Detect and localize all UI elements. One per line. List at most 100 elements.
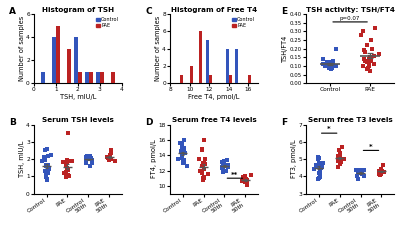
Bar — [56, 26, 60, 83]
Point — [336, 148, 342, 152]
Point — [200, 177, 206, 181]
Point — [105, 156, 112, 160]
Point — [44, 166, 51, 169]
Y-axis label: TSH/FT4: TSH/FT4 — [282, 35, 288, 62]
Point — [199, 172, 206, 175]
Point — [376, 172, 382, 176]
Point — [182, 152, 189, 155]
Point — [83, 157, 89, 161]
Point — [45, 164, 52, 167]
Point — [316, 161, 322, 165]
Point — [201, 175, 207, 179]
Text: F: F — [282, 118, 288, 127]
Point — [326, 64, 332, 68]
Bar — [100, 72, 104, 83]
Point — [355, 177, 362, 181]
Point — [201, 167, 208, 170]
Bar — [229, 75, 232, 83]
Point — [364, 61, 370, 64]
Point — [42, 169, 49, 173]
Point — [46, 167, 52, 171]
Title: Histogram of Free T4: Histogram of Free T4 — [171, 7, 257, 13]
Point — [64, 173, 71, 177]
Point — [380, 170, 387, 173]
Y-axis label: TSH, mIU/L: TSH, mIU/L — [19, 141, 25, 177]
Point — [353, 168, 359, 172]
Point — [42, 159, 48, 162]
Point — [219, 165, 226, 169]
Bar — [111, 72, 115, 83]
Point — [43, 175, 50, 178]
Point — [83, 161, 90, 165]
Title: Serum free T4 levels: Serum free T4 levels — [172, 118, 256, 123]
Point — [365, 66, 371, 70]
Point — [89, 161, 95, 164]
Point — [315, 156, 322, 160]
Point — [333, 47, 339, 51]
Point — [328, 67, 334, 71]
Point — [243, 183, 250, 187]
Point — [361, 169, 367, 172]
Y-axis label: Number of samples: Number of samples — [19, 16, 25, 81]
Point — [64, 160, 70, 163]
Point — [180, 149, 187, 153]
Point — [181, 138, 187, 142]
Point — [179, 152, 186, 155]
Point — [325, 64, 332, 68]
Point — [333, 64, 340, 68]
Bar — [52, 37, 56, 83]
Point — [359, 171, 366, 175]
Point — [378, 172, 384, 175]
Point — [197, 169, 203, 173]
Point — [181, 159, 188, 162]
Point — [199, 148, 205, 151]
Point — [326, 61, 332, 64]
Text: A: A — [10, 7, 16, 16]
Point — [366, 64, 372, 68]
Bar — [89, 72, 93, 83]
Point — [333, 64, 340, 68]
Point — [337, 154, 344, 157]
Point — [370, 54, 377, 57]
Point — [323, 61, 330, 64]
Point — [196, 157, 202, 161]
Text: *: * — [369, 144, 373, 150]
Point — [244, 178, 250, 181]
Point — [43, 164, 50, 168]
Point — [64, 166, 70, 169]
Point — [200, 176, 207, 180]
Point — [43, 173, 50, 177]
Point — [325, 62, 332, 66]
Point — [176, 141, 183, 144]
Point — [364, 61, 371, 64]
Point — [201, 162, 208, 166]
Point — [357, 168, 363, 172]
Title: Serum TSH levels: Serum TSH levels — [42, 118, 114, 123]
Point — [364, 67, 370, 71]
Point — [180, 159, 186, 163]
Point — [330, 59, 336, 63]
Point — [368, 57, 374, 61]
Point — [329, 66, 335, 70]
Point — [221, 159, 227, 163]
Point — [84, 157, 90, 161]
Point — [38, 159, 45, 163]
Bar — [67, 49, 71, 83]
Point — [225, 163, 231, 166]
Point — [112, 159, 118, 162]
Point — [180, 161, 186, 164]
Point — [83, 155, 89, 159]
Y-axis label: FT3, pmol/L: FT3, pmol/L — [291, 140, 297, 178]
Bar — [199, 31, 202, 83]
Point — [224, 158, 230, 161]
Point — [335, 159, 341, 163]
Text: C: C — [146, 7, 152, 16]
Legend: Control, PAE: Control, PAE — [232, 17, 256, 29]
Point — [220, 165, 226, 169]
Point — [358, 33, 364, 37]
Point — [310, 167, 317, 171]
Point — [315, 156, 322, 160]
Point — [202, 157, 209, 161]
Text: p=0.07: p=0.07 — [340, 17, 360, 21]
Point — [242, 174, 248, 178]
